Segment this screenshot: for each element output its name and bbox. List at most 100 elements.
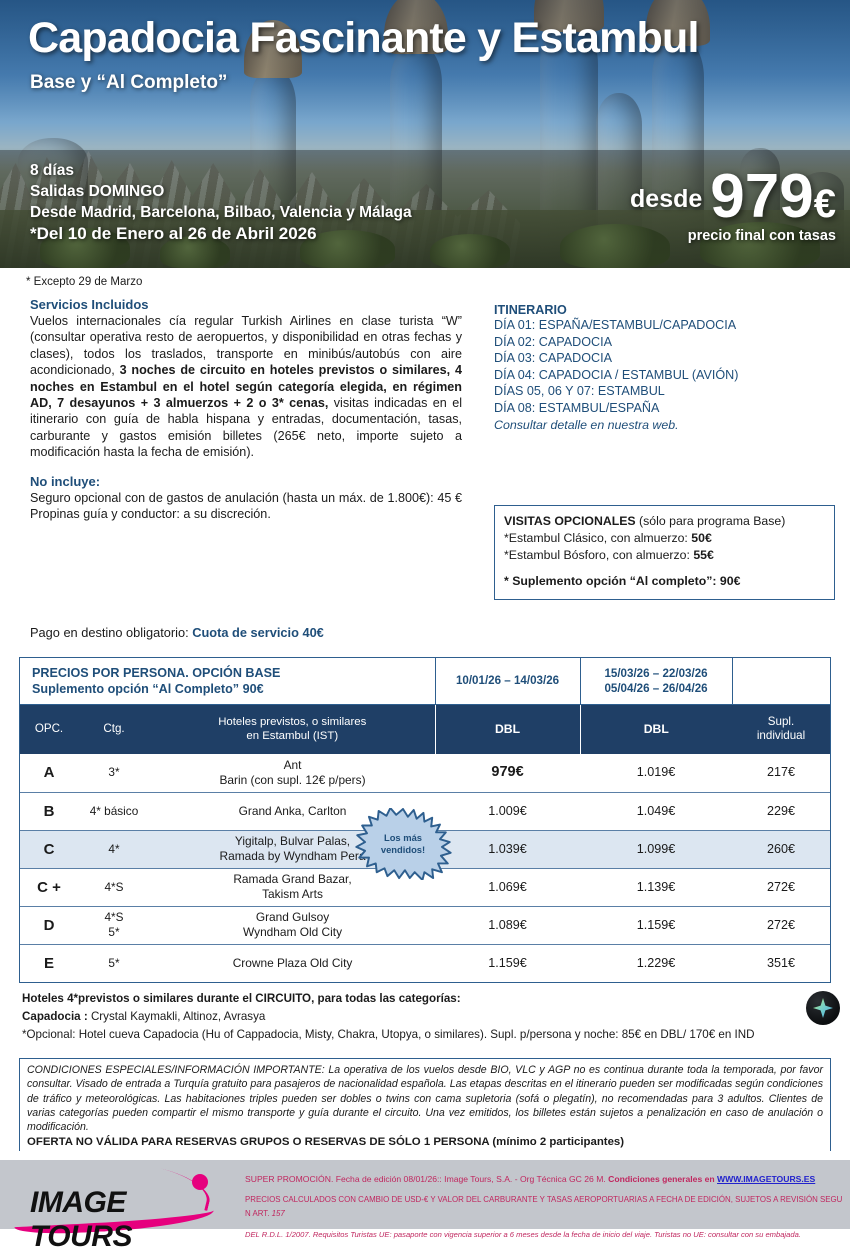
row-option: D: [20, 906, 78, 945]
row-hotels: Grand Gulsoy Wyndham Old City: [150, 906, 436, 945]
table-row[interactable]: A 3* Ant Barin (con supl. 12€ p/pers) 97…: [20, 754, 831, 793]
row-hotels: Crowne Plaza Old City: [232, 955, 353, 970]
page-subtitle: Base y “Al Completo”: [30, 72, 228, 93]
row-single-supplement: 217€: [732, 754, 831, 793]
cave-hotel-option: *Opcional: Hotel cueva Capadocia (Hu of …: [22, 1028, 755, 1041]
row-option: E: [43, 954, 54, 972]
table-row[interactable]: B 4* básico Grand Anka, Carlton 1.009€ 1…: [20, 792, 831, 831]
period-header-empty: [731, 658, 831, 705]
hero-price-block: desde 979€ precio final con tasas: [630, 162, 836, 245]
row-category: 4*S: [78, 868, 150, 907]
row-single-supplement: 229€: [732, 792, 831, 831]
row-price-period2: 1.139€: [580, 868, 733, 907]
table-row[interactable]: D 4*S 5* Grand Gulsoy Wyndham Old City 1…: [20, 906, 831, 945]
col-header-supl-individual: Supl. individual: [732, 704, 831, 754]
logo-text: IMAGE TOURS: [30, 1186, 132, 1253]
row-option: C: [20, 830, 78, 869]
table-row[interactable]: C + 4*S Ramada Grand Bazar, Takism Arts …: [20, 868, 831, 907]
price-table-container: PRECIOS POR PERSONA. OPCIÓN BASE Supleme…: [19, 657, 831, 983]
optional-visits-heading: VISITAS OPCIONALES (sólo para programa B…: [504, 513, 825, 530]
conditions-box: CONDICIONES ESPECIALES/INFORMACIÓN IMPOR…: [19, 1058, 831, 1152]
table-row[interactable]: E 5* Crowne Plaza Old City 1.159€ 1.229€…: [20, 944, 830, 982]
services-text-bold: 3 noches de circuito en hoteles previsto…: [30, 363, 463, 411]
row-price-period1: 1.159€: [488, 955, 527, 970]
period-2-dates-line2: 05/04/26 – 26/04/26: [604, 681, 708, 695]
optional-visits-title: VISITAS OPCIONALES: [504, 514, 636, 528]
offer-validity-note: OFERTA NO VÁLIDA PARA RESERVAS GRUPOS O …: [27, 1136, 625, 1149]
row-price-period2: 1.049€: [580, 792, 733, 831]
itinerary-day: DÍA 04: CAPADOCIA / ESTAMBUL (AVIÓN): [494, 367, 739, 382]
chimney-cap: [244, 20, 302, 78]
full-option-supplement: * Suplemento opción “Al completo”: 90€: [504, 574, 741, 588]
row-single-supplement: 351€: [767, 955, 796, 970]
row-hotels: Grand Anka, Carlton: [150, 792, 436, 831]
price-table-title-line1: PRECIOS POR PERSONA. OPCIÓN BASE: [32, 665, 281, 680]
price-amount: 979€: [710, 162, 836, 231]
footer-promo-info: SUPER PROMOCIÓN. Fecha de edición 08/01/…: [245, 1174, 609, 1184]
itinerary-web-note: Consultar detalle en nuestra web.: [494, 417, 679, 432]
itinerary-column: ITINERARIO DÍA 01: ESPAÑA/ESTAMBUL/CAPAD…: [494, 303, 834, 433]
row-single-supplement: 272€: [732, 868, 831, 907]
row-price-period1: 1.069€: [435, 868, 581, 907]
footer-line-1: SUPER PROMOCIÓN. Fecha de edición 08/01/…: [245, 1172, 845, 1186]
hero-banner: Capadocia Fascinante y Estambul Base y “…: [0, 0, 850, 268]
services-text-a: Vuelos internacionales cía regular Turki…: [30, 314, 462, 378]
optional-visit-item: *Estambul Bósforo, con almuerzo: 55€: [504, 547, 825, 564]
col-header-opc: OPC.: [20, 704, 78, 754]
page-footer: IMAGE TOURS SUPER PROMOCIÓN. Fecha de ed…: [0, 1160, 850, 1253]
row-category: 4*: [78, 830, 150, 869]
page-title: Capadocia Fascinante y Estambul: [28, 14, 699, 62]
capadocia-label: Capadocia :: [22, 1010, 91, 1023]
except-note: * Excepto 29 de Marzo: [26, 276, 143, 288]
circuit-hotels-heading: Hoteles 4*previstos o similares durante …: [22, 992, 461, 1005]
price-prefix: desde: [630, 185, 703, 214]
period-column-2: 15/03/26 – 22/03/26 05/04/26 – 26/04/26: [579, 658, 733, 705]
chimney-cap: [384, 0, 448, 54]
optional-visits-subtitle: (sólo para programa Base): [635, 514, 786, 528]
footer-line-2: PRECIOS CALCULADOS CON CAMBIO DE USD-€ Y…: [245, 1195, 843, 1218]
itinerary-day: DÍA 03: CAPADOCIA: [494, 351, 613, 366]
col-header-dbl-1: DBL: [434, 704, 581, 754]
not-included-heading: No incluye:: [30, 473, 101, 489]
payment-value: Cuota de servicio 40€: [192, 625, 324, 640]
row-price-period1: 1.089€: [435, 906, 581, 945]
row-category: 4* básico: [78, 792, 150, 831]
optional-visit-price: 55€: [693, 548, 714, 562]
conditions-body: : La operativa de los vuelos desde BIO, …: [27, 1064, 823, 1134]
four-point-star-icon: [813, 998, 833, 1018]
itinerary-day: DÍA 08: ESTAMBUL/ESPAÑA: [494, 400, 660, 415]
itinerary-day: DÍA 01: ESPAÑA/ESTAMBUL/CAPADOCIA: [494, 318, 737, 332]
period-1-dates: 10/01/26 – 14/03/26: [455, 674, 560, 688]
table-row[interactable]: C 4* Yigitalp, Bulvar Palas, Ramada by W…: [20, 830, 831, 869]
circuit-hotels-capadocia: Capadocia : Crystal Kaymakli, Altinoz, A…: [22, 1008, 832, 1026]
footer-website-link[interactable]: WWW.IMAGETOURS.ES: [717, 1174, 816, 1184]
row-option: A: [20, 754, 78, 793]
services-text-b: visitas indicadas en el itinerario con g…: [30, 396, 462, 460]
hero-rock-formations: [0, 0, 850, 268]
row-hotels: Yigitalp, Bulvar Palas, Ramada by Wyndha…: [150, 830, 436, 869]
col-header-hotels: Hoteles previstos, o similares en Estamb…: [150, 704, 436, 754]
trip-departure-cities: Desde Madrid, Barcelona, Bilbao, Valenci…: [30, 204, 412, 221]
row-price-period1: 979€: [435, 754, 581, 793]
row-option: C +: [20, 868, 78, 907]
trip-duration: 8 días: [30, 162, 74, 179]
euro-symbol: €: [813, 182, 836, 226]
footer-legal-text: SUPER PROMOCIÓN. Fecha de edición 08/01/…: [245, 1172, 845, 1242]
row-price-period1: 1.039€: [435, 830, 581, 869]
services-paragraph: Vuelos internacionales cía regular Turki…: [30, 313, 462, 461]
sparkle-badge-icon: [806, 991, 840, 1025]
payment-label: Pago en destino obligatorio:: [30, 625, 193, 640]
row-category: 5*: [108, 955, 120, 970]
services-column: Servicios Incluidos Vuelos internacional…: [30, 297, 462, 522]
optional-visits-box: VISITAS OPCIONALES (sólo para programa B…: [494, 505, 835, 600]
image-tours-logo[interactable]: IMAGE TOURS: [13, 1163, 229, 1253]
row-price-period2: 1.019€: [580, 754, 733, 793]
trip-departure-day: Salidas DOMINGO: [30, 183, 165, 200]
row-price-period1: 1.009€: [435, 792, 581, 831]
row-price-period2: 1.099€: [580, 830, 733, 869]
hero-bush: [430, 234, 510, 268]
price-table-title-line2: Suplemento opción “Al Completo” 90€: [32, 681, 264, 696]
services-heading: Servicios Incluidos: [30, 297, 149, 312]
row-single-supplement: 272€: [732, 906, 831, 945]
period-column-1: 10/01/26 – 14/03/26: [434, 658, 581, 705]
